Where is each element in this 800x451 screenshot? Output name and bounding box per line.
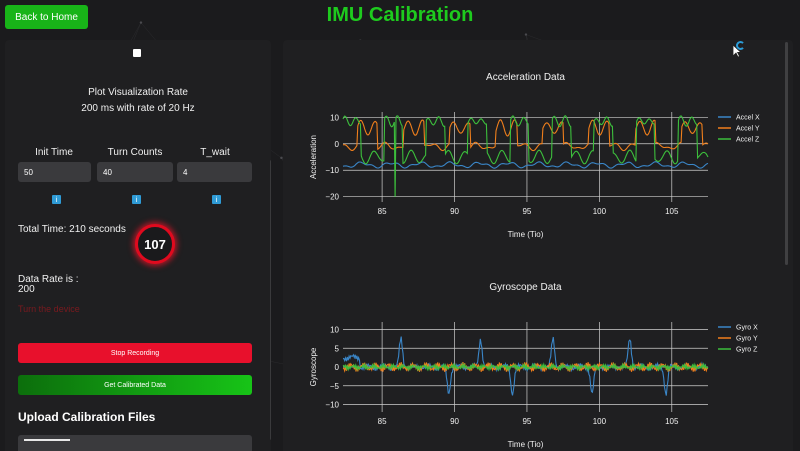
back-to-home-button[interactable]: Back to Home <box>5 5 88 29</box>
loading-spinner-icon <box>736 41 745 50</box>
x-tick-label: 85 <box>378 207 387 216</box>
x-tick-label: 90 <box>450 207 459 216</box>
init-time-label: Init Time <box>35 147 73 158</box>
series-line-accel-x <box>342 161 709 169</box>
x-tick-label: 95 <box>522 207 531 216</box>
series-line-gyro-z <box>342 362 709 372</box>
legend-entry[interactable]: Gyro Y <box>736 336 758 343</box>
countdown-timer: 107 <box>135 224 175 264</box>
x-tick-label: 90 <box>450 417 459 426</box>
file-upload-input[interactable] <box>18 435 252 451</box>
series-line-accel-z <box>342 115 709 197</box>
turn-counts-input[interactable]: 40 <box>97 162 173 182</box>
mouse-cursor-icon <box>732 44 742 58</box>
device-status-text: Turn the device <box>18 304 80 314</box>
x-tick-label: 85 <box>378 417 387 426</box>
y-tick-label: 10 <box>330 326 339 335</box>
x-tick-label: 95 <box>522 417 531 426</box>
x-axis-label: Time (Tio) <box>508 440 544 449</box>
left-scrollbar[interactable] <box>270 160 271 440</box>
y-axis-label: Acceleration <box>309 135 318 179</box>
x-tick-label: 105 <box>665 207 679 216</box>
y-tick-label: 10 <box>330 113 339 122</box>
init-time-info-icon[interactable]: i <box>52 195 61 204</box>
legend-entry[interactable]: Accel X <box>736 115 760 122</box>
top-bar: Back to Home IMU Calibration <box>0 0 800 36</box>
t-wait-input[interactable]: 4 <box>177 162 252 182</box>
data-rate-label: Data Rate is : <box>18 274 79 285</box>
right-scrollbar[interactable] <box>785 42 788 265</box>
stop-recording-button[interactable]: Stop Recording <box>18 343 252 363</box>
legend-entry[interactable]: Gyro Z <box>736 347 758 354</box>
y-tick-label: 5 <box>335 344 340 353</box>
upload-progress-bar <box>24 439 70 441</box>
x-tick-label: 100 <box>593 207 607 216</box>
y-tick-label: −20 <box>325 193 339 202</box>
y-tick-label: 0 <box>335 363 340 372</box>
init-time-input[interactable]: 50 <box>18 162 91 182</box>
legend-entry[interactable]: Gyro X <box>736 325 758 332</box>
series-line-accel-y <box>342 119 709 152</box>
control-panel: Plot Visualization Rate 200 ms with rate… <box>5 40 271 451</box>
upload-title: Upload Calibration Files <box>18 410 156 424</box>
t-wait-label: T_wait <box>200 147 230 158</box>
total-time-text: Total Time: 210 seconds <box>18 224 126 235</box>
turn-counts-label: Turn Counts <box>107 147 163 158</box>
t-wait-info-icon[interactable]: i <box>212 195 221 204</box>
chart-title: Acceleration Data <box>486 72 565 83</box>
plot-rate-value: 200 ms with rate of 20 Hz <box>81 103 195 114</box>
legend-entry[interactable]: Accel Y <box>736 126 760 133</box>
y-axis-label: Gyroscope <box>309 347 318 386</box>
turn-counts-info-icon[interactable]: i <box>132 195 141 204</box>
x-tick-label: 105 <box>665 417 679 426</box>
y-tick-label: −10 <box>325 166 339 175</box>
x-axis-label: Time (Tio) <box>508 230 544 239</box>
chart-title: Gyroscope Data <box>489 282 562 293</box>
data-rate-value: 200 <box>18 284 35 295</box>
plot-rate-title: Plot Visualization Rate <box>88 87 188 98</box>
get-calibrated-data-button[interactable]: Get Calibrated Data <box>18 375 252 395</box>
page-title: IMU Calibration <box>326 4 474 26</box>
visualization-checkbox[interactable] <box>133 49 141 57</box>
x-tick-label: 100 <box>593 417 607 426</box>
y-tick-label: −5 <box>330 382 340 391</box>
y-tick-label: 0 <box>335 140 340 149</box>
y-tick-label: −10 <box>325 401 339 410</box>
legend-entry[interactable]: Accel Z <box>736 137 760 144</box>
charts-panel: Acceleration Data 10 0 −10 −20 85 90 95 100 105 Ti… <box>283 40 793 451</box>
